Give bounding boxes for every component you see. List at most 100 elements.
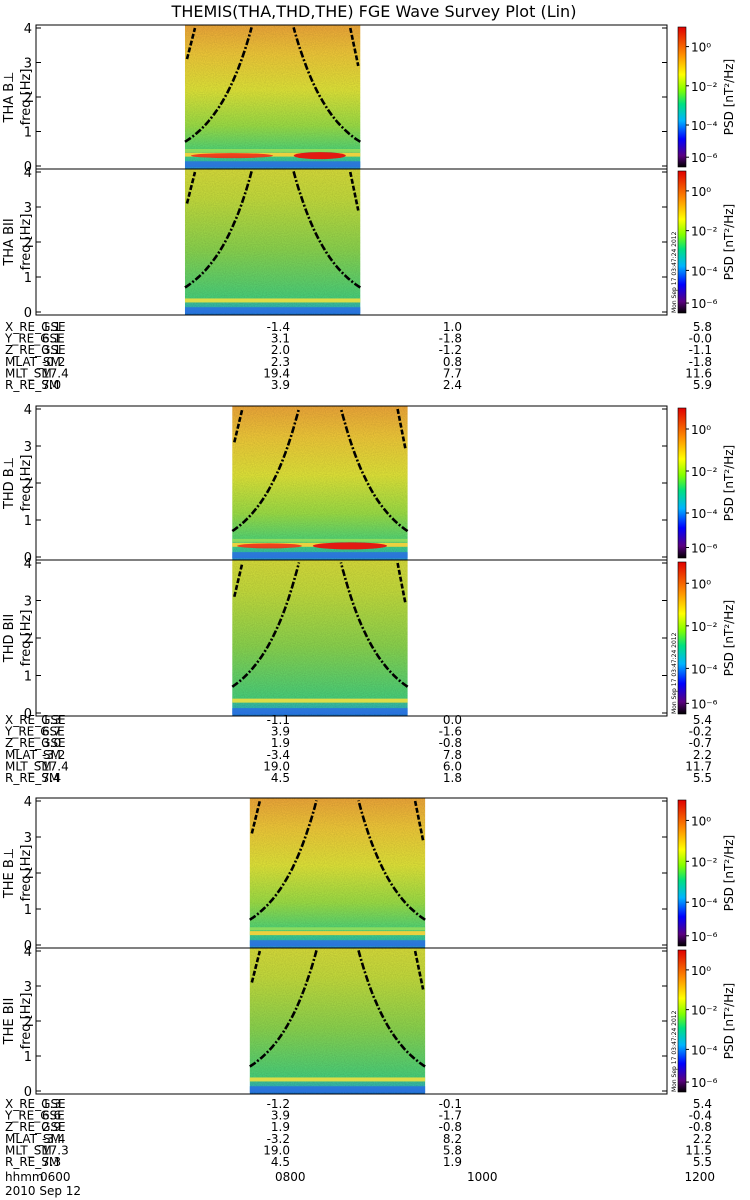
gyro-curve-upper-left: [250, 800, 262, 834]
gyro-curve-right: [292, 27, 362, 143]
ephemeris-value: 6.1: [42, 332, 61, 346]
ephemeris-value: -0.7: [689, 736, 712, 750]
ephemeris-value: 2.3: [271, 355, 290, 369]
y-tick-label: 4: [24, 795, 32, 810]
ephemeris-value: -0.8: [439, 1120, 462, 1134]
spectrogram-data: [232, 406, 408, 560]
gyro-curve-left: [249, 950, 318, 1068]
ephemeris-value: 1.3: [42, 713, 61, 727]
timestamp-stamp: Mon Sep 17 03:47:24 2012: [671, 632, 678, 714]
ephemeris-value: 17.3: [42, 1143, 69, 1157]
ephemeris-value: -3.2: [267, 1132, 290, 1146]
colorbar-tick-label: 10⁻²: [691, 80, 718, 94]
ephemeris-value: 19.0: [263, 1143, 290, 1157]
ephemeris-row-label: MLAT_SM: [5, 1132, 61, 1146]
plot-title: THEMIS(THA,THD,THE) FGE Wave Survey Plot…: [171, 2, 577, 21]
colorbar: [677, 407, 687, 559]
timestamp-stamp: Mon Sep 17 03:47:24 2012: [671, 1010, 678, 1092]
red-power-band: [293, 152, 346, 160]
ephemeris-row-label: R_RE_SM: [5, 771, 59, 785]
low-freq-band: [184, 307, 361, 314]
ephemeris-value: 11.6: [685, 366, 712, 380]
colorbar-tick-label: 10⁻⁶: [691, 297, 718, 311]
red-power-band: [236, 543, 302, 549]
ephemeris-value: 5.9: [693, 378, 712, 392]
panel-1: 0 1 2 3 4 THA B⊥ freq [Hz] 10⁰ 10⁻² 10⁻⁴ 10⁻⁶ PSD […: [2, 22, 736, 175]
colorbar-tick-label: 10⁻⁶: [691, 1076, 718, 1090]
gyro-curve-upper-left: [185, 171, 197, 204]
colorbar-tick-label: 10⁰: [691, 577, 711, 591]
ephemeris-value: 11.7: [685, 759, 712, 773]
colorbar-tick-label: 10⁻²: [691, 620, 718, 634]
gyro-curve-upper-left: [185, 27, 197, 60]
colorbar-tick-label: 10⁻⁶: [691, 930, 718, 944]
ephemeris-value: -1.4: [267, 320, 290, 334]
ephemeris-value: 1.0: [443, 320, 462, 334]
panel-name: THD BII: [2, 614, 17, 663]
colorbar-label: PSD [nT²/Hz]: [722, 59, 736, 135]
colorbar-tick-label: 10⁻⁴: [691, 119, 718, 133]
colorbar-tick-label: 10⁰: [691, 964, 711, 978]
colorbar: [677, 561, 687, 715]
ephemeris-value: 6.6: [42, 1109, 61, 1123]
ephemeris-value: -0.8: [439, 736, 462, 750]
spectrogram-data: [232, 560, 408, 716]
colorbar-label: PSD [nT²/Hz]: [722, 445, 736, 521]
ephemeris-value: -3.4: [267, 748, 290, 762]
ephemeris-row-label: MLAT_SM: [5, 355, 61, 369]
panel-5: 0 1 2 3 4 THE B⊥ freq [Hz] 10⁰ 10⁻² 10⁻⁴ 10⁻⁶ PSD […: [2, 795, 736, 954]
freq-axis-label: freq [Hz]: [19, 214, 34, 271]
resonance-band: [249, 931, 426, 936]
colorbar: [677, 170, 687, 314]
low-freq-band: [249, 1086, 426, 1093]
colorbar-tick-label: 10⁰: [691, 423, 711, 437]
resonance-band: [249, 1077, 426, 1082]
ephemeris-row-label: X_RE_GSE: [5, 1097, 66, 1111]
ephemeris-value: 11.5: [685, 1143, 712, 1157]
gyro-curve-left: [249, 800, 318, 921]
ephemeris-value: 4.5: [271, 1155, 290, 1169]
y-tick-label: 3: [24, 831, 32, 846]
ephemeris-value: 17.4: [42, 366, 69, 380]
ephemeris-value: 1.9: [271, 736, 290, 750]
colorbar-tick-label: 10⁻⁴: [691, 507, 718, 521]
y-tick-label: 3: [24, 595, 32, 610]
freq-axis-label: freq [Hz]: [19, 610, 34, 667]
gyro-curve-right: [292, 171, 362, 289]
ephemeris-value: 5.5: [693, 771, 712, 785]
ephemeris-value: 2.9: [42, 1120, 61, 1134]
ephemeris-value: 1.9: [443, 1155, 462, 1169]
spectrogram-data: [184, 169, 361, 315]
y-tick-label: 2: [24, 477, 32, 492]
ephemeris-row-label: Z_RE_GSE: [5, 343, 66, 357]
ephemeris-row-label: X_RE_GSE: [5, 713, 66, 727]
y-tick-label: 2: [24, 632, 32, 647]
ephemeris-row-label: MLT_SM: [5, 1143, 52, 1157]
timestamp-stamp: Mon Sep 17 03:47:24 2012: [671, 231, 678, 313]
gyro-curve-upper-right: [348, 27, 360, 67]
secondary-band: [184, 148, 361, 152]
secondary-band: [249, 927, 426, 931]
panel-name: THA BII: [2, 218, 17, 266]
y-tick-label: 4: [24, 22, 32, 37]
ephemeris-value: 3.9: [271, 1109, 290, 1123]
spectrogram-data: [184, 25, 361, 169]
y-tick-label: 1: [24, 126, 32, 141]
colorbar-tick-label: 10⁻⁴: [691, 1043, 718, 1057]
resonance-band: [184, 298, 361, 303]
y-tick-label: 0: [24, 707, 32, 722]
y-tick-label: 3: [24, 980, 32, 995]
ephemeris-value: 2.2: [693, 748, 712, 762]
ephemeris-row-label: Y_RE_GSE: [4, 1109, 65, 1123]
y-tick-label: 3: [24, 440, 32, 455]
gyro-curve-left: [231, 408, 301, 533]
gyro-curve-upper-right: [413, 950, 425, 990]
ephemeris-value: 3.0: [42, 736, 61, 750]
ephemeris-value: 7.4: [42, 771, 61, 785]
gyro-curve-right: [357, 800, 426, 921]
ephemeris-row-label: R_RE_SM: [5, 378, 59, 392]
ephemeris-value: 6.0: [443, 759, 462, 773]
ephemeris-row-label: MLAT_SM: [5, 748, 61, 762]
